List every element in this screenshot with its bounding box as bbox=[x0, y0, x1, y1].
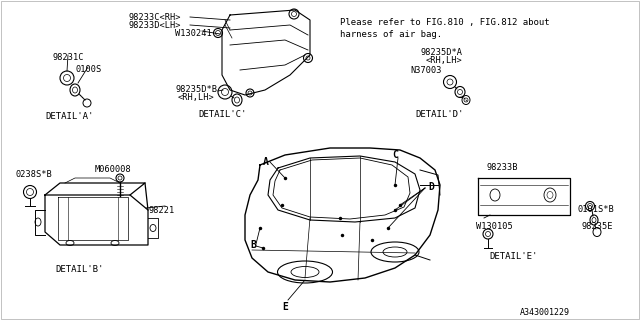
Text: <RH,LH>: <RH,LH> bbox=[178, 93, 215, 102]
Text: Please refer to FIG.810 , FIG.812 about: Please refer to FIG.810 , FIG.812 about bbox=[340, 18, 550, 27]
Text: harness of air bag.: harness of air bag. bbox=[340, 30, 442, 39]
Text: DETAIL'C': DETAIL'C' bbox=[198, 110, 246, 119]
Text: B: B bbox=[250, 240, 256, 250]
Text: W130105: W130105 bbox=[476, 222, 513, 231]
Text: 0238S*B: 0238S*B bbox=[15, 170, 52, 179]
Text: DETAIL'E': DETAIL'E' bbox=[489, 252, 538, 261]
Text: 0101S*B: 0101S*B bbox=[578, 205, 615, 214]
Text: N37003: N37003 bbox=[410, 66, 442, 75]
Text: 0100S: 0100S bbox=[75, 65, 101, 74]
Text: 98233C<RH>: 98233C<RH> bbox=[128, 13, 180, 22]
Text: 98233D<LH>: 98233D<LH> bbox=[128, 21, 180, 30]
Text: 98231C: 98231C bbox=[52, 53, 83, 62]
Text: <RH,LH>: <RH,LH> bbox=[426, 56, 463, 65]
Text: A: A bbox=[263, 157, 269, 167]
Text: 98235D*A: 98235D*A bbox=[420, 48, 462, 57]
Text: M060008: M060008 bbox=[95, 165, 132, 174]
Text: E: E bbox=[282, 302, 288, 312]
Text: 98235E: 98235E bbox=[582, 222, 614, 231]
Text: 98233B: 98233B bbox=[486, 163, 518, 172]
Text: 98221: 98221 bbox=[148, 206, 174, 215]
Text: D: D bbox=[428, 182, 434, 192]
Text: 98235D*B: 98235D*B bbox=[175, 85, 217, 94]
Text: DETAIL'B': DETAIL'B' bbox=[55, 265, 104, 274]
Text: A343001229: A343001229 bbox=[520, 308, 570, 317]
Text: C: C bbox=[392, 150, 398, 160]
Text: DETAIL'D': DETAIL'D' bbox=[415, 110, 463, 119]
Text: DETAIL'A': DETAIL'A' bbox=[45, 112, 93, 121]
Text: W130241: W130241 bbox=[175, 29, 212, 38]
